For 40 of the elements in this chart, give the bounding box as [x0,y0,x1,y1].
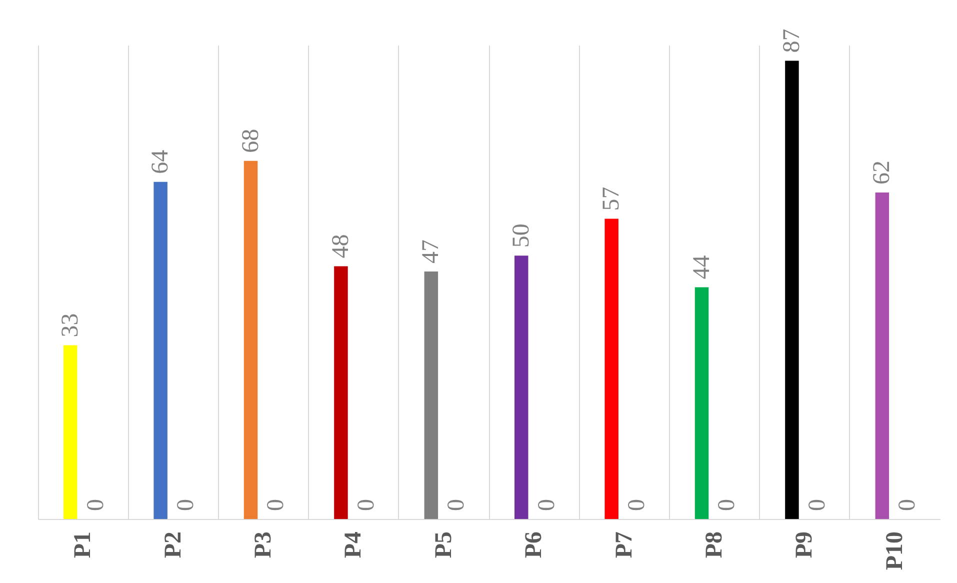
data-label: 33 [57,313,84,338]
data-label: 44 [688,255,715,280]
bar [514,256,528,519]
x-tick-label: P6 [521,532,548,558]
data-label: 0 [804,499,830,511]
data-label: 48 [328,234,354,258]
x-tick-label: P2 [160,532,186,558]
x-tick-label: P9 [792,532,818,558]
data-label: 47 [418,239,444,264]
bar [244,160,258,519]
data-label: 0 [353,499,380,511]
data-label: 50 [508,224,534,248]
data-label: 87 [778,28,805,53]
data-label: 68 [238,128,264,153]
data-label: 0 [894,499,921,511]
data-label: 0 [444,499,470,511]
data-label: 0 [82,499,109,511]
x-tick-label: P1 [70,532,96,558]
bar [63,345,78,519]
bar [604,218,618,519]
data-label: 0 [263,499,290,511]
data-label: 0 [624,499,650,511]
bar [694,287,709,519]
bar [875,192,890,519]
data-label: 0 [714,499,740,511]
bar [154,182,168,519]
x-tick-label: P4 [340,532,367,558]
data-label: 57 [598,186,625,211]
data-label: 0 [173,499,200,511]
x-tick-label: P8 [702,532,728,558]
x-tick-label: P5 [430,532,457,558]
x-tick-label: P3 [250,532,276,558]
bar [424,271,438,519]
data-label: 0 [534,499,560,511]
data-label: 64 [148,150,174,174]
x-tick-label: P10 [882,532,908,570]
data-label: 62 [869,160,896,184]
bar [785,60,799,519]
x-tick-label: P7 [611,532,638,558]
bar [334,266,348,519]
